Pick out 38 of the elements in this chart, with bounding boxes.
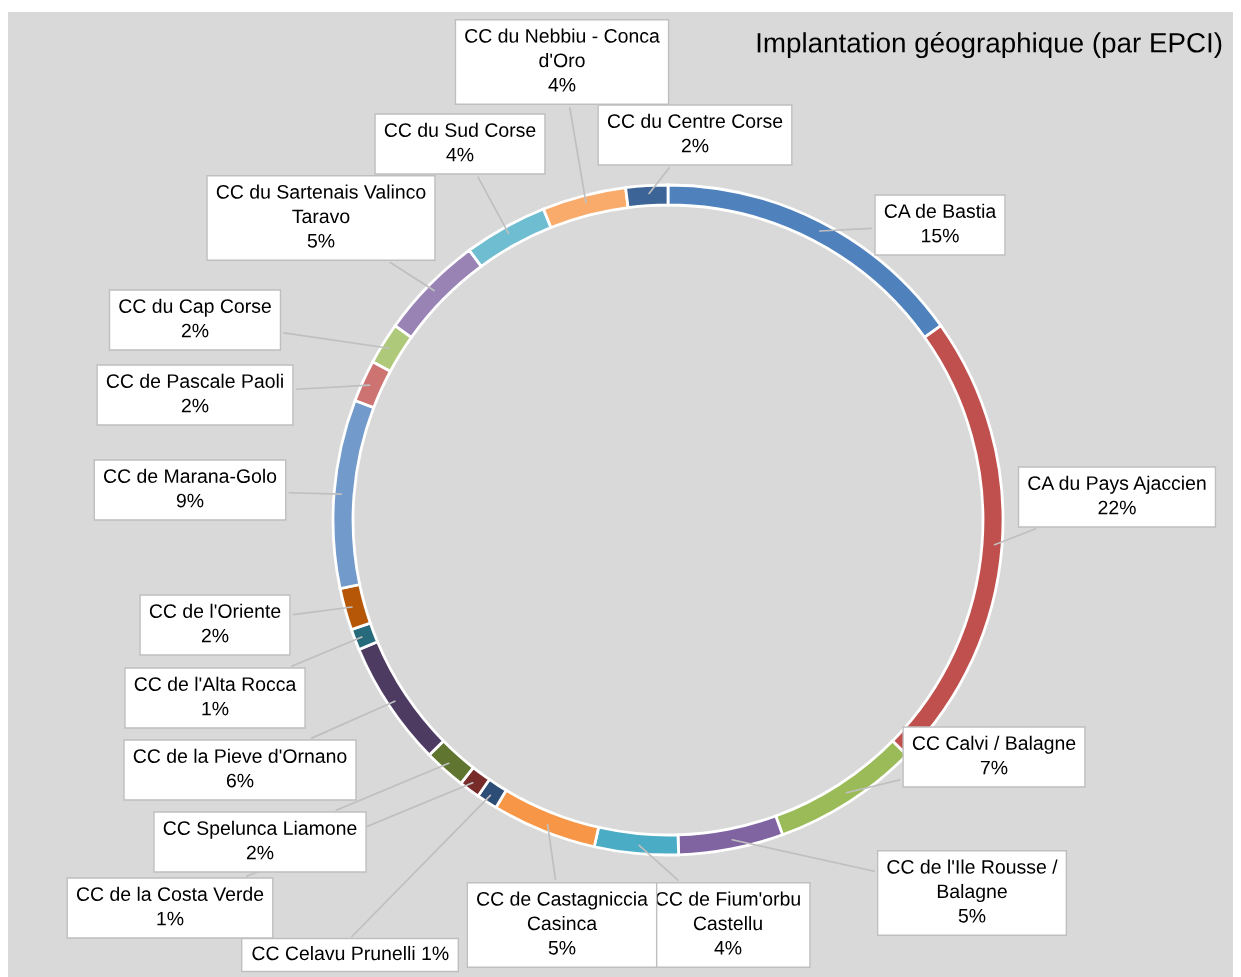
data-label: 15% [922, 228, 959, 243]
data-label: 4% [446, 147, 474, 162]
data-label: 1% [422, 946, 449, 961]
data-label: 6% [226, 773, 254, 788]
slice-label: CC Calvi / Balagne [912, 735, 1076, 754]
data-label: 7% [980, 760, 1008, 775]
slice-label: CC de l'Alta Rocca [134, 676, 297, 691]
data-label: 22% [1098, 500, 1136, 515]
slice-label: CC de Castagniccia Casinca [477, 891, 648, 931]
slice-label: CC de l'Oriente [149, 603, 281, 618]
slice-label: CC du Sud Corse [384, 122, 536, 137]
data-label: 5% [958, 909, 986, 923]
data-label: 2% [246, 845, 274, 860]
slice-label: CA du Pays Ajaccien [1028, 475, 1206, 494]
slice-label: CC de l'Ile Rousse / Balagne [887, 859, 1058, 903]
slice-label: CC du Nebbiu - Conca d'Oro [465, 28, 660, 68]
data-label: 2% [681, 138, 709, 153]
chart-title: Implantation géographique (par EPCI) [757, 31, 1222, 59]
slice-label: CC du Sartenais Valinco Taravo [216, 184, 426, 224]
slice-label: CC Celavu Prunelli [252, 945, 415, 961]
slice-label: CC Spelunca Liamone [163, 820, 357, 839]
slice-label: CC du Centre Corse [607, 113, 783, 128]
data-label: 9% [176, 493, 204, 508]
slice-label: CC de la Costa Verde [76, 886, 264, 901]
data-label: 2% [201, 628, 229, 643]
slice-label: CA de Bastia [884, 203, 997, 218]
data-label: 5% [548, 941, 576, 955]
slice-label: CC de la Pieve d'Ornano [133, 748, 347, 763]
slice-label: CC de Marana-Golo [104, 468, 277, 483]
data-label: 2% [181, 323, 209, 338]
data-label: 4% [548, 78, 576, 92]
data-label: 5% [307, 234, 335, 248]
data-label: 1% [202, 701, 229, 716]
slice-label: CC de Pascale Paoli [106, 373, 283, 388]
data-label: 2% [181, 398, 209, 413]
data-label: 1% [157, 911, 184, 926]
data-label: 4% [714, 941, 742, 955]
slice-label: CC du Cap Corse [119, 298, 271, 317]
